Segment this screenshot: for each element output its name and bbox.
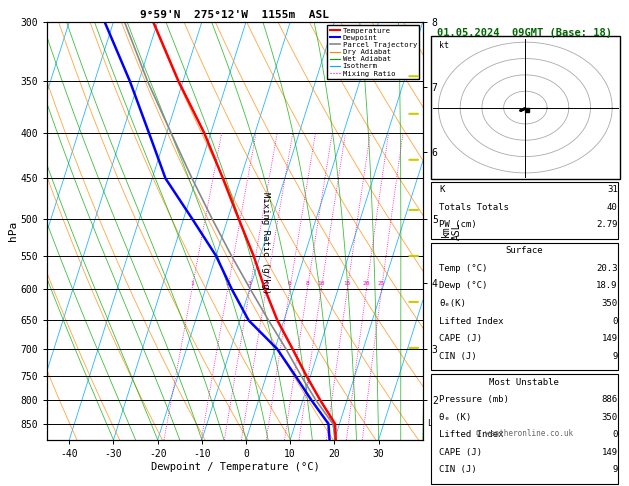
Text: Lifted Index: Lifted Index	[439, 430, 504, 439]
Text: 9: 9	[613, 352, 618, 361]
Text: 2: 2	[226, 281, 230, 286]
Text: 3: 3	[248, 281, 252, 286]
Text: CIN (J): CIN (J)	[439, 465, 477, 474]
Text: CIN (J): CIN (J)	[439, 352, 477, 361]
Text: 1: 1	[190, 281, 194, 286]
Text: © weatheronline.co.uk: © weatheronline.co.uk	[476, 429, 573, 438]
Text: θₑ (K): θₑ (K)	[439, 413, 471, 422]
Text: PW (cm): PW (cm)	[439, 221, 477, 229]
Text: 31: 31	[607, 185, 618, 194]
Bar	[431, 374, 618, 484]
Text: 01.05.2024  09GMT (Base: 18): 01.05.2024 09GMT (Base: 18)	[437, 28, 612, 38]
Text: K: K	[439, 185, 445, 194]
Text: 149: 149	[601, 448, 618, 457]
Text: 20.3: 20.3	[596, 264, 618, 273]
Text: kt: kt	[439, 41, 449, 50]
Text: 350: 350	[601, 299, 618, 308]
Text: Temp (°C): Temp (°C)	[439, 264, 487, 273]
Text: 6: 6	[288, 281, 292, 286]
Text: Surface: Surface	[506, 246, 543, 255]
Title: 9°59'N  275°12'W  1155m  ASL: 9°59'N 275°12'W 1155m ASL	[140, 10, 330, 20]
Y-axis label: km
ASL: km ASL	[440, 222, 462, 240]
Text: 350: 350	[601, 413, 618, 422]
Text: 40: 40	[607, 203, 618, 212]
Y-axis label: hPa: hPa	[8, 221, 18, 241]
Text: 0: 0	[613, 430, 618, 439]
Bar	[431, 243, 618, 370]
Text: Mixing Ratio (g/kg): Mixing Ratio (g/kg)	[261, 192, 270, 294]
Text: 18.9: 18.9	[596, 281, 618, 291]
Text: CAPE (J): CAPE (J)	[439, 334, 482, 343]
Text: θₑ(K): θₑ(K)	[439, 299, 466, 308]
Text: Pressure (mb): Pressure (mb)	[439, 395, 509, 404]
Text: Dewp (°C): Dewp (°C)	[439, 281, 487, 291]
Text: 149: 149	[601, 334, 618, 343]
X-axis label: Dewpoint / Temperature (°C): Dewpoint / Temperature (°C)	[150, 462, 320, 471]
Text: 0: 0	[613, 316, 618, 326]
Text: Lifted Index: Lifted Index	[439, 316, 504, 326]
Text: 8: 8	[306, 281, 309, 286]
Bar	[431, 36, 620, 179]
Text: Most Unstable: Most Unstable	[489, 378, 559, 386]
Text: 10: 10	[318, 281, 325, 286]
Text: 886: 886	[601, 395, 618, 404]
Text: 2.79: 2.79	[596, 221, 618, 229]
Legend: Temperature, Dewpoint, Parcel Trajectory, Dry Adiabat, Wet Adiabat, Isotherm, Mi: Temperature, Dewpoint, Parcel Trajectory…	[328, 25, 419, 79]
Text: 15: 15	[343, 281, 351, 286]
Text: LCL: LCL	[427, 419, 442, 428]
Text: CAPE (J): CAPE (J)	[439, 448, 482, 457]
Text: 4: 4	[264, 281, 268, 286]
Text: 25: 25	[378, 281, 386, 286]
Text: Totals Totals: Totals Totals	[439, 203, 509, 212]
Text: 20: 20	[363, 281, 370, 286]
Bar	[431, 182, 618, 239]
Text: 9: 9	[613, 465, 618, 474]
